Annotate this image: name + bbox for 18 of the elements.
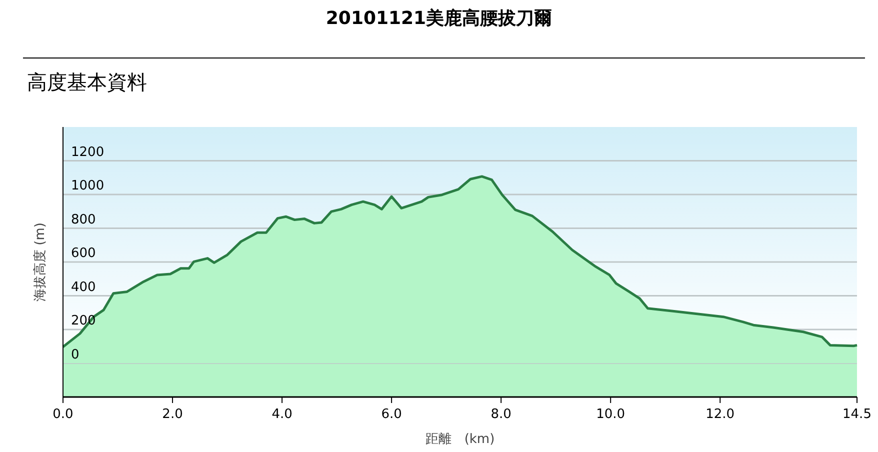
- y-tick-label: 400: [71, 280, 96, 295]
- x-axis-title: 距離 (km): [425, 432, 495, 447]
- y-tick-label: 600: [71, 246, 96, 261]
- x-tick-label: 12.0: [706, 407, 735, 422]
- y-tick-label: 800: [71, 212, 96, 228]
- chart-title: 20101121美鹿高腰拔刀爾: [326, 8, 552, 29]
- y-axis-title: 海拔高度 (m): [32, 222, 48, 302]
- x-tick-label: 6.0: [381, 407, 402, 422]
- y-tick-label: 1200: [71, 144, 104, 160]
- x-tick-label: 2.0: [162, 407, 183, 422]
- chart-subtitle: 高度基本資料: [27, 70, 147, 94]
- y-tick-label: 0: [71, 347, 80, 362]
- x-tick-label: 4.0: [272, 407, 292, 422]
- y-tick-label: 1000: [71, 178, 104, 194]
- x-tick-label: 0.0: [52, 407, 74, 422]
- x-tick-label: 14.5: [842, 407, 872, 422]
- x-tick-label: 8.0: [490, 407, 512, 422]
- x-tick-label: 10.0: [596, 407, 626, 422]
